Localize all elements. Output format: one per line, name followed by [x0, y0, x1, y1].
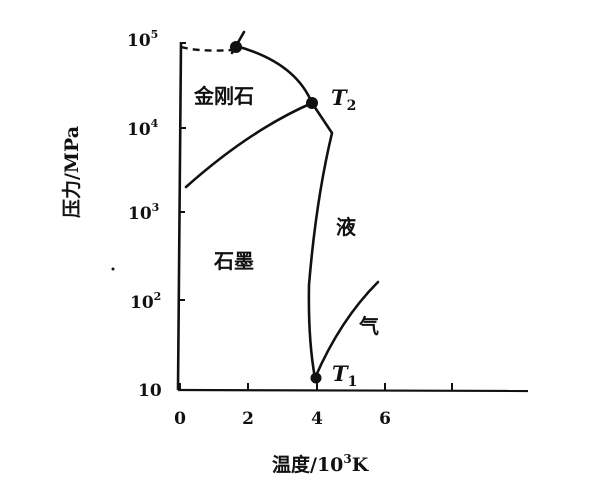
stray-dot: [111, 267, 115, 271]
y-tick-label-10: 10: [138, 381, 162, 401]
y-axis: [176, 41, 183, 391]
region-label-liquid: 液: [336, 215, 357, 239]
y-tick-label-1e5: 105: [127, 28, 158, 51]
y-axis-title: 压力/MPa: [60, 126, 83, 218]
triple-point-t1: [310, 372, 322, 384]
diamond-liquid-boundary: [234, 44, 314, 105]
region-label-diamond: 金刚石: [193, 84, 254, 108]
point-label-t1: T1: [332, 361, 357, 390]
x-tick-label-2: 2: [242, 409, 254, 429]
x-tick-label-6: 6: [379, 409, 391, 429]
x-tick-label-4: 4: [311, 409, 323, 429]
region-label-graphite: 石墨: [213, 249, 254, 273]
x-tick-label-0: 0: [174, 409, 186, 429]
point-top: [230, 41, 242, 53]
metastable-dashed-line: [180, 45, 233, 52]
x-axis: [177, 388, 529, 393]
liquid-gas-boundary: [313, 280, 380, 380]
y-tick-label-1e3: 103: [128, 201, 159, 224]
y-tick-label-1e4: 104: [127, 117, 159, 140]
y-tick-label-1e2: 102: [130, 290, 161, 313]
triple-point-t2: [306, 97, 318, 109]
graphite-liquid-boundary: [307, 101, 334, 380]
graphite-diamond-boundary: [184, 101, 314, 189]
point-label-t2: T2: [331, 85, 356, 114]
x-axis-title: 温度/103K: [272, 452, 370, 476]
region-label-gas: 气: [358, 314, 379, 338]
